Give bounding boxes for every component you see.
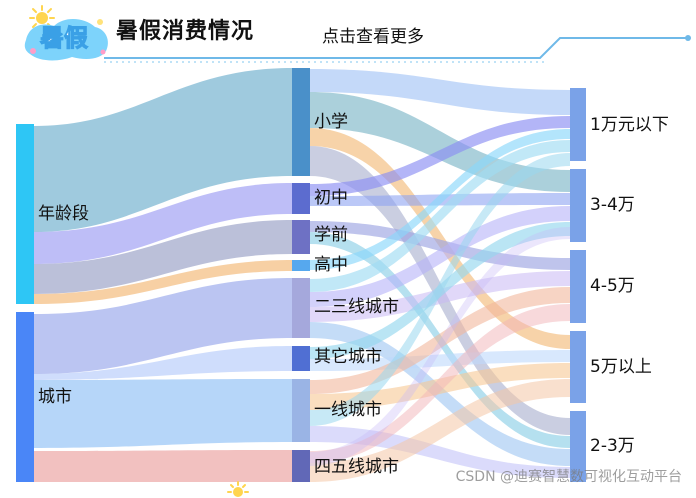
- link-age-preschool: [34, 220, 292, 294]
- node-3to4: [570, 169, 586, 242]
- header-decoration: [104, 35, 691, 63]
- node-junior: [292, 183, 310, 214]
- summer-logo: 暑假: [24, 5, 108, 61]
- view-more-link[interactable]: 点击查看更多: [322, 27, 424, 47]
- node-label-preschool: 学前: [314, 225, 348, 245]
- link-high-under1w: [310, 129, 570, 270]
- node-label-2to3: 2-3万: [590, 436, 635, 456]
- link-tier1-4to5: [310, 287, 570, 394]
- node-label-tier45: 四五线城市: [314, 457, 399, 477]
- node-label-age: 年龄段: [38, 204, 89, 224]
- node-label-5plus: 5万以上: [590, 357, 652, 377]
- node-tier1: [292, 379, 310, 442]
- link-preschool-4to5: [310, 221, 570, 270]
- node-high: [292, 260, 310, 271]
- link-tier45-3to4: [310, 227, 570, 466]
- node-4to5: [570, 250, 586, 323]
- node-label-tier2: 二三线城市: [314, 297, 399, 317]
- node-city: [16, 312, 34, 482]
- link-age-junior: [34, 183, 292, 264]
- link-city-tier1: [34, 379, 292, 448]
- node-label-other: 其它城市: [314, 347, 382, 367]
- links: [34, 68, 570, 482]
- header-underline: [104, 37, 688, 59]
- link-junior-under1w: [310, 116, 570, 196]
- sun-icon: [29, 5, 55, 31]
- link-other-5plus: [310, 350, 570, 371]
- header-dot: [685, 35, 691, 41]
- node-tier2: [292, 278, 310, 338]
- logo-text: 暑假: [40, 24, 88, 52]
- link-tier45-4to5: [310, 304, 570, 463]
- link-primary-5plus: [310, 128, 570, 349]
- nodes: [16, 68, 586, 482]
- link-city-tier45: [34, 450, 292, 482]
- link-city-other: [34, 346, 292, 380]
- link-city-tier2: [34, 278, 292, 374]
- bottom-sun-icon: [227, 481, 249, 497]
- node-label-high: 高中: [314, 255, 348, 275]
- link-primary-under1w: [310, 69, 570, 115]
- node-label-under1w: 1万元以下: [590, 115, 669, 135]
- page-title: 暑假消费情况: [116, 19, 255, 44]
- link-age-primary: [34, 68, 292, 232]
- node-age: [16, 124, 34, 304]
- node-preschool: [292, 220, 310, 254]
- node-5plus: [570, 331, 586, 403]
- node-other: [292, 346, 310, 371]
- node-2to3: [570, 411, 586, 482]
- node-under1w: [570, 88, 586, 161]
- header: 暑假 暑假消费情况 点击查看更多: [0, 0, 696, 70]
- link-tier45-5plus: [310, 379, 570, 482]
- node-label-primary: 小学: [314, 112, 348, 132]
- node-tier45: [292, 450, 310, 482]
- node-label-4to5: 4-5万: [590, 276, 635, 296]
- node-primary: [292, 68, 310, 176]
- link-tier1-under1w: [310, 153, 570, 426]
- node-label-city: 城市: [38, 387, 72, 407]
- logo-backdrop: [24, 18, 108, 61]
- labels: 年龄段 城市 小学 初中 学前 高中 二三线城市 其它城市 一线城市 四五线城市…: [38, 112, 669, 477]
- link-tier2-under1w: [310, 140, 570, 292]
- node-label-junior: 初中: [314, 188, 348, 208]
- logo-ornament: [30, 19, 106, 55]
- node-label-3to4: 3-4万: [590, 195, 635, 215]
- node-label-tier1: 一线城市: [314, 400, 382, 420]
- link-age-high: [34, 260, 292, 304]
- link-tier2-3to4: [310, 206, 570, 307]
